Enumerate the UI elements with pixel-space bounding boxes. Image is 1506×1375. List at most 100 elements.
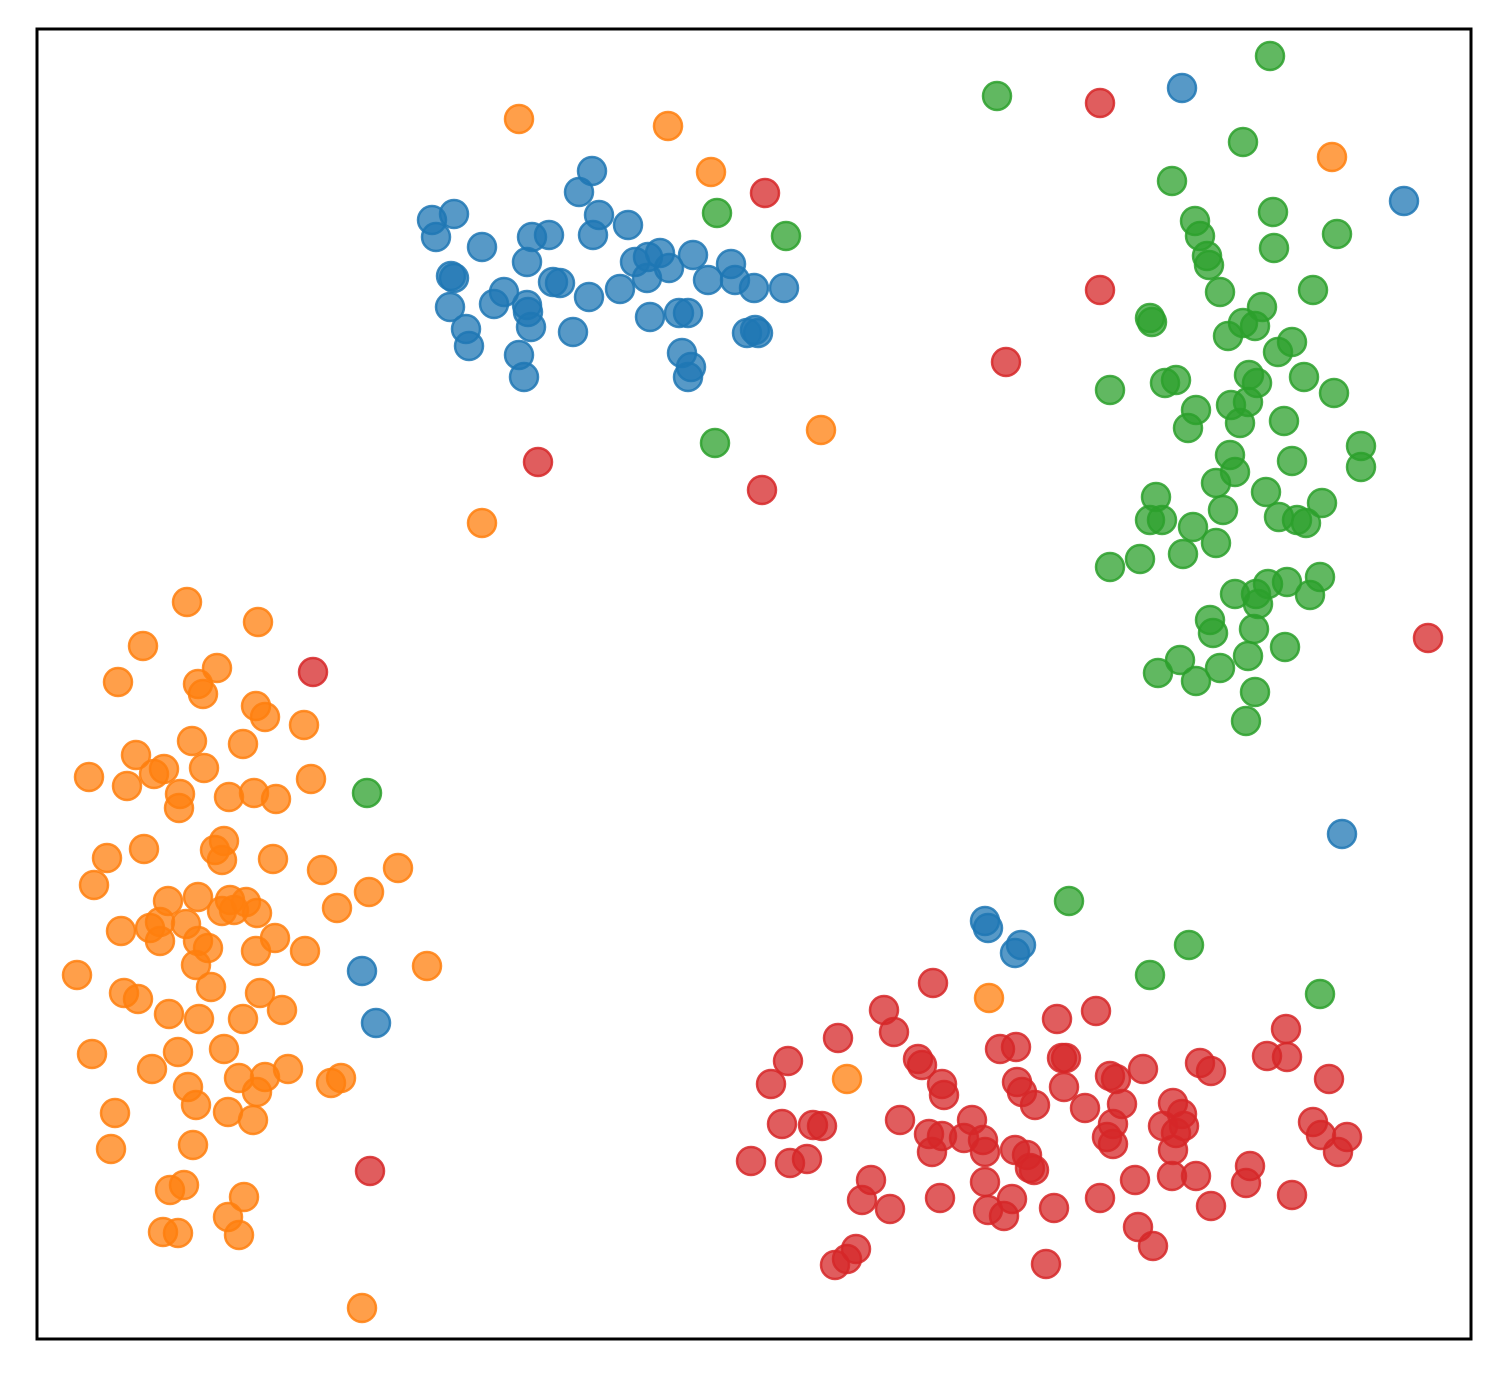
- point: [237, 1104, 269, 1136]
- point: [1268, 405, 1300, 437]
- point: [289, 935, 321, 967]
- point: [1137, 1230, 1169, 1262]
- plot-frame: [35, 27, 1473, 1341]
- point: [163, 792, 195, 824]
- point: [576, 155, 608, 187]
- point: [353, 876, 385, 908]
- point: [420, 221, 452, 253]
- point: [1069, 1092, 1101, 1124]
- point: [604, 273, 636, 305]
- point: [1197, 617, 1229, 649]
- point: [1084, 274, 1116, 306]
- point: [1224, 407, 1256, 439]
- point: [144, 925, 176, 957]
- point: [916, 1136, 948, 1168]
- point: [1254, 40, 1286, 72]
- point: [577, 219, 609, 251]
- point: [438, 262, 470, 294]
- point: [557, 316, 589, 348]
- point: [76, 1038, 108, 1070]
- point: [127, 630, 159, 662]
- point: [128, 833, 160, 865]
- point: [272, 1053, 304, 1085]
- point: [1322, 1136, 1354, 1168]
- point: [180, 949, 212, 981]
- point: [249, 701, 281, 733]
- point: [105, 915, 137, 947]
- point: [1238, 613, 1270, 645]
- point: [819, 1249, 851, 1281]
- point: [1326, 818, 1358, 850]
- point: [1242, 588, 1274, 620]
- point: [653, 252, 685, 284]
- point: [183, 1003, 215, 1035]
- point: [1195, 1055, 1227, 1087]
- point: [153, 998, 185, 1030]
- point: [346, 1292, 378, 1324]
- point: [766, 1108, 798, 1140]
- point: [1084, 1182, 1116, 1214]
- point: [244, 977, 276, 1009]
- point: [1019, 1089, 1051, 1121]
- point: [195, 971, 227, 1003]
- point: [61, 959, 93, 991]
- point: [1094, 374, 1126, 406]
- point: [228, 1181, 260, 1213]
- point: [1276, 445, 1308, 477]
- point: [544, 267, 576, 299]
- point: [1048, 1071, 1080, 1103]
- point: [241, 897, 273, 929]
- point: [1000, 1031, 1032, 1063]
- point: [354, 1155, 386, 1187]
- point: [1306, 487, 1338, 519]
- point: [1156, 165, 1188, 197]
- point: [297, 656, 329, 688]
- point: [260, 783, 292, 815]
- point: [996, 1183, 1028, 1215]
- point: [770, 220, 802, 252]
- point: [136, 1053, 168, 1085]
- point: [1173, 929, 1205, 961]
- point: [755, 1068, 787, 1100]
- point: [878, 1016, 910, 1048]
- point: [188, 752, 220, 784]
- point: [969, 1136, 1001, 1168]
- point: [148, 753, 180, 785]
- point: [466, 231, 498, 263]
- point: [1313, 1063, 1345, 1095]
- point: [999, 937, 1031, 969]
- point: [1146, 504, 1178, 536]
- point: [1134, 959, 1166, 991]
- point: [1230, 1167, 1262, 1199]
- point: [1257, 196, 1289, 228]
- point: [1207, 494, 1239, 526]
- point: [295, 763, 327, 795]
- point: [95, 1133, 127, 1165]
- point: [240, 935, 272, 967]
- point: [1388, 185, 1420, 217]
- point: [511, 246, 543, 278]
- point: [182, 881, 214, 913]
- point: [351, 777, 383, 809]
- point: [805, 414, 837, 446]
- point: [1227, 126, 1259, 158]
- point: [122, 983, 154, 1015]
- point: [969, 1166, 1001, 1198]
- point: [1258, 232, 1290, 264]
- point: [1262, 336, 1294, 368]
- point: [884, 1104, 916, 1136]
- point: [973, 982, 1005, 1014]
- point: [171, 586, 203, 618]
- point: [266, 994, 298, 1026]
- point: [453, 330, 485, 362]
- point: [1304, 978, 1336, 1010]
- point: [1157, 1134, 1189, 1166]
- point: [208, 1033, 240, 1065]
- point: [1080, 995, 1112, 1027]
- point: [822, 1022, 854, 1054]
- point: [1288, 361, 1320, 393]
- point: [99, 1097, 131, 1129]
- point: [434, 291, 466, 323]
- point: [508, 361, 540, 393]
- point: [360, 1007, 392, 1039]
